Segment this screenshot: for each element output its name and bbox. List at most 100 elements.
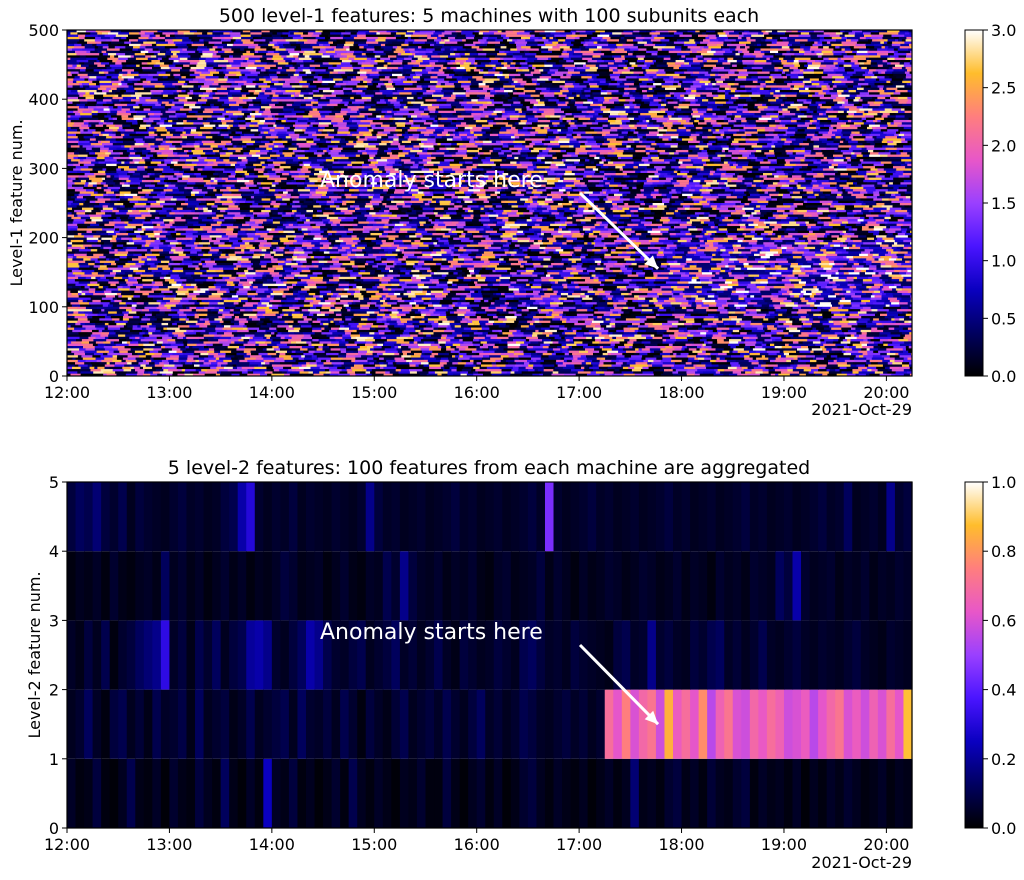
heatmap-cell (308, 96, 313, 100)
heatmap-cell (546, 133, 554, 137)
heatmap-cell (862, 113, 867, 116)
heatmap-cell (76, 133, 84, 137)
heatmap-cell (715, 34, 720, 38)
heatmap-cell (650, 108, 654, 111)
heatmap-cell (868, 83, 875, 86)
heatmap-cell (257, 122, 265, 125)
heatmap-cell (803, 101, 812, 105)
heatmap-cell (563, 73, 567, 77)
heatmap-cell (424, 133, 430, 137)
heatmap-cell (344, 103, 348, 107)
heatmap-cell (231, 53, 243, 56)
heatmap-cell (849, 73, 853, 77)
heatmap-cell (209, 129, 222, 132)
heatmap-cell (299, 71, 306, 75)
heatmap-cell (700, 115, 706, 118)
heatmap-cell (291, 85, 303, 88)
heatmap-cell (581, 99, 588, 102)
heatmap-cell (205, 96, 214, 100)
heatmap-cell (664, 96, 678, 100)
heatmap-cell (505, 30, 514, 33)
heatmap-cell (510, 62, 516, 65)
heatmap-cell (575, 64, 584, 68)
heatmap-cell (106, 124, 116, 128)
heatmap-cell (186, 115, 200, 118)
heatmap-cell (377, 131, 383, 134)
heatmap-cell (586, 64, 597, 68)
heatmap-cell (102, 89, 110, 93)
heatmap-cell (283, 83, 290, 86)
heatmap-cell (678, 136, 690, 139)
heatmap-cell (527, 41, 538, 45)
heatmap-cell (514, 108, 522, 111)
heatmap-cell (242, 76, 248, 79)
heatmap-cell (853, 99, 859, 102)
heatmap-cell (858, 99, 863, 102)
heatmap-cell (713, 126, 724, 130)
heatmap-cell (676, 96, 685, 100)
heatmap-cell (337, 122, 347, 125)
heatmap-cell (360, 73, 367, 77)
heatmap-cell (277, 131, 287, 134)
heatmap-cell (676, 108, 682, 111)
heatmap-cell (809, 108, 818, 111)
heatmap-cell (313, 94, 324, 98)
heatmap-cell (904, 133, 912, 137)
heatmap-cell (279, 96, 293, 100)
heatmap-cell (248, 57, 261, 61)
heatmap-cell (861, 66, 868, 70)
heatmap-cell (538, 36, 543, 40)
heatmap-cell (663, 57, 671, 61)
heatmap-cell (296, 113, 309, 116)
heatmap-cell (324, 136, 335, 139)
heatmap-cell (384, 59, 394, 63)
heatmap-cell (137, 110, 149, 114)
heatmap-cell (131, 99, 140, 102)
heatmap-cell (401, 34, 406, 38)
heatmap-cell (213, 73, 226, 77)
heatmap-cell (699, 129, 709, 132)
heatmap-cell (95, 41, 102, 45)
heatmap-cell (85, 92, 90, 95)
heatmap-cell (810, 57, 824, 61)
heatmap-cell (343, 64, 353, 68)
heatmap-cell (568, 96, 575, 100)
heatmap-cell (389, 117, 395, 121)
heatmap-cell (96, 99, 104, 102)
heatmap-cell (339, 57, 349, 61)
heatmap-cell (740, 126, 744, 130)
heatmap-cell (652, 78, 664, 81)
heatmap-cell (596, 133, 603, 137)
heatmap-cell (458, 126, 465, 130)
heatmap-cell (255, 85, 259, 88)
heatmap-cell (842, 119, 849, 123)
heatmap-cell (265, 69, 270, 72)
heatmap-cell (601, 50, 612, 54)
heatmap-cell (840, 108, 850, 111)
heatmap-cell (455, 129, 465, 132)
heatmap-cell (576, 94, 580, 98)
heatmap-cell (730, 53, 736, 56)
heatmap-cell (597, 83, 610, 86)
heatmap-cell (767, 106, 779, 109)
heatmap-cell (706, 30, 716, 33)
heatmap-cell (451, 32, 458, 35)
heatmap-cell (883, 85, 897, 88)
heatmap-cell (354, 57, 368, 61)
heatmap-cell (551, 76, 561, 79)
heatmap-cell (133, 129, 144, 132)
heatmap-cell (647, 46, 654, 49)
heatmap-cell (341, 59, 352, 63)
heatmap-cell (895, 113, 905, 116)
heatmap-cell (96, 76, 107, 79)
heatmap-cell (369, 110, 382, 114)
heatmap-cell (157, 99, 170, 102)
heatmap-cell (734, 117, 741, 121)
heatmap-cell (788, 69, 794, 72)
heatmap-cell (296, 46, 301, 49)
heatmap-cell (742, 55, 756, 58)
heatmap-cell (130, 113, 137, 116)
heatmap-cell (473, 55, 487, 58)
heatmap-cell (212, 36, 225, 40)
heatmap-cell (833, 62, 839, 65)
